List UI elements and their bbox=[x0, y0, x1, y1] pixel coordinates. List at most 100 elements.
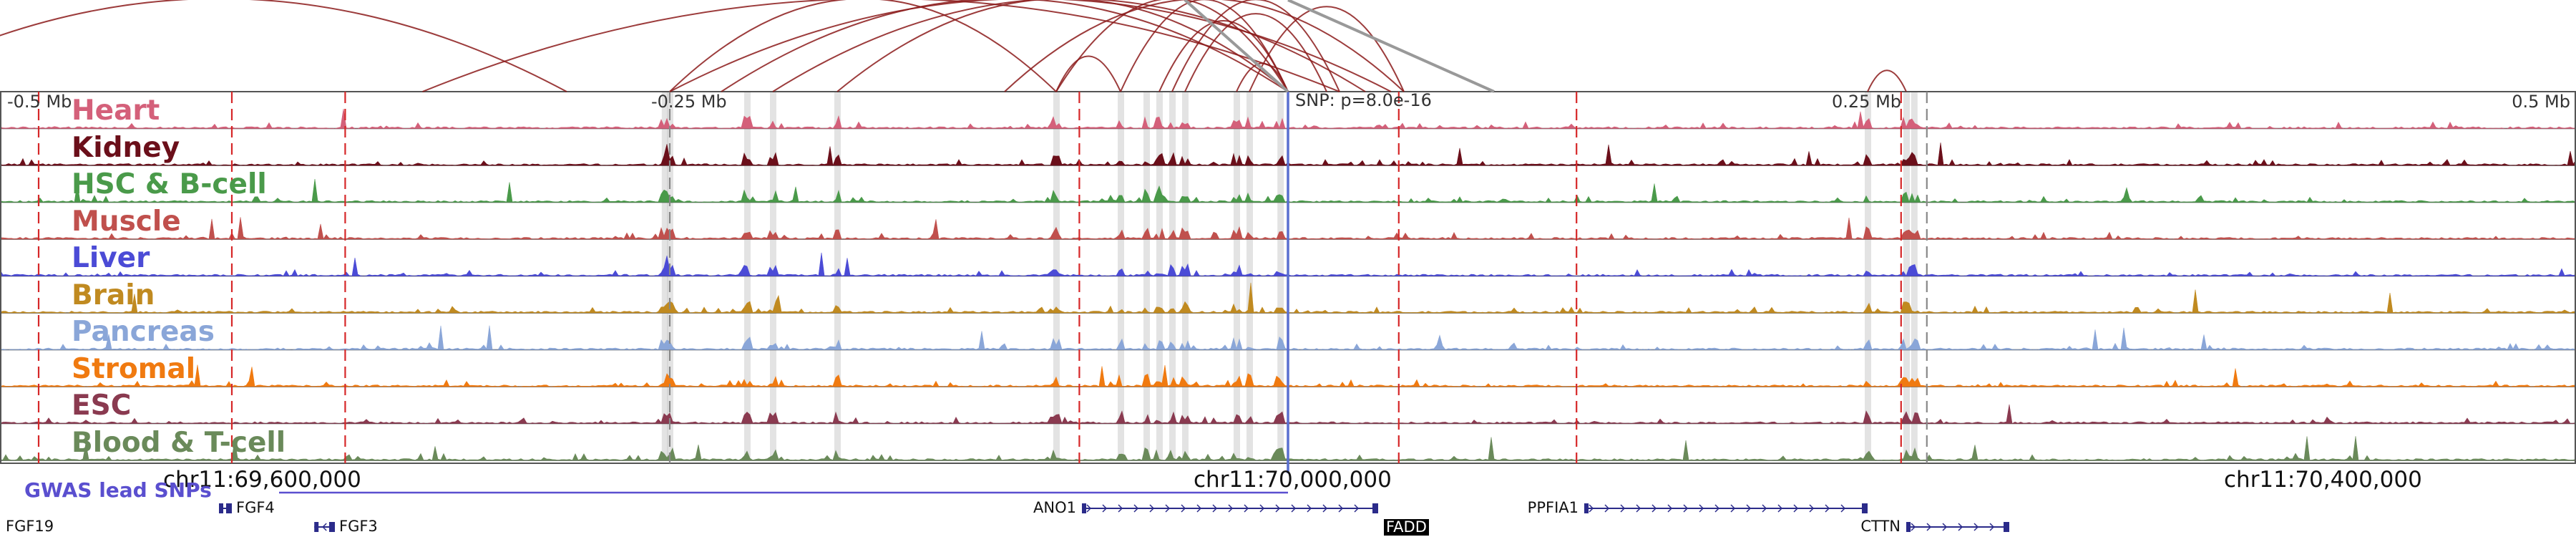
axis-tick-label: 0.25 Mb bbox=[1832, 92, 1902, 112]
strand-arrow bbox=[1354, 504, 1360, 513]
axis-tick-label: 0.5 Mb bbox=[2512, 92, 2570, 112]
track-label: Brain bbox=[72, 279, 155, 311]
gene-exon bbox=[1906, 522, 1911, 532]
strand-arrow bbox=[1730, 504, 1736, 513]
strand-arrow bbox=[1809, 504, 1815, 513]
loop-arc bbox=[1236, 62, 1289, 92]
strand-arrow bbox=[1086, 504, 1092, 513]
gene-label: CTTN bbox=[1860, 518, 1901, 535]
strand-arrow bbox=[1165, 504, 1171, 513]
signal-pancreas bbox=[0, 325, 2576, 350]
loop-arc bbox=[1055, 0, 1289, 92]
axis-tick-label: -0.5 Mb bbox=[7, 92, 72, 112]
track-label: ESC bbox=[72, 390, 132, 422]
coordinate-label: chr11:70,000,000 bbox=[1194, 467, 1392, 493]
gene-label: FGF3 bbox=[339, 518, 378, 535]
strand-arrow bbox=[1322, 504, 1328, 513]
track-label: Heart bbox=[72, 95, 160, 127]
gene-exon bbox=[1584, 503, 1589, 513]
gene-exon bbox=[226, 503, 232, 513]
gene-label: FADD bbox=[1384, 519, 1429, 536]
gwas-track-label: GWAS lead SNPs bbox=[24, 478, 212, 502]
loop-arc bbox=[1004, 0, 1405, 92]
loop-arc bbox=[669, 0, 1057, 92]
signal-stromal bbox=[0, 364, 2576, 387]
loop-arc bbox=[1171, 0, 1340, 92]
track-label: Pancreas bbox=[72, 316, 215, 348]
strand-arrow bbox=[1102, 504, 1108, 513]
track-label: Liver bbox=[72, 242, 150, 274]
track-label: HSC & B-cell bbox=[72, 168, 267, 200]
loop-arc bbox=[669, 0, 1392, 92]
signal-blood-t-cell bbox=[0, 436, 2576, 461]
signal-hsc-b-cell bbox=[0, 179, 2576, 203]
strand-arrow bbox=[1604, 504, 1610, 513]
gene-exon bbox=[2004, 522, 2009, 532]
strand-arrow bbox=[1118, 504, 1123, 513]
track-label: Stromal bbox=[72, 352, 196, 385]
coordinate-label: chr11:69,600,000 bbox=[163, 467, 361, 493]
signal-liver bbox=[0, 252, 2576, 276]
gene-label: ANO1 bbox=[1033, 499, 1076, 516]
strand-arrow bbox=[1974, 523, 1979, 531]
strand-arrow bbox=[1840, 504, 1846, 513]
strand-arrow bbox=[1244, 504, 1249, 513]
snp-arc bbox=[1287, 0, 1495, 93]
strand-arrow bbox=[1181, 504, 1186, 513]
strand-arrow bbox=[1942, 523, 1948, 531]
strand-arrow bbox=[1667, 504, 1673, 513]
gene-label: FGF19 bbox=[6, 518, 54, 535]
strand-arrow bbox=[1746, 504, 1752, 513]
signal-muscle bbox=[0, 217, 2576, 240]
strand-arrow bbox=[1589, 504, 1594, 513]
gene-label: PPFIA1 bbox=[1527, 499, 1579, 516]
signal-brain bbox=[0, 282, 2576, 314]
loop-arc bbox=[1055, 55, 1121, 92]
strand-arrow bbox=[1291, 504, 1297, 513]
axis-tick-label: -0.25 Mb bbox=[651, 92, 727, 112]
signal-heart bbox=[0, 109, 2576, 129]
strand-arrow bbox=[1714, 504, 1720, 513]
track-label: Kidney bbox=[72, 131, 180, 164]
gene-label: FGF4 bbox=[236, 499, 275, 516]
loop-arc bbox=[0, 0, 567, 92]
strand-arrow bbox=[1926, 523, 1932, 531]
loop-arc bbox=[772, 0, 1366, 92]
strand-arrow bbox=[1228, 504, 1234, 513]
strand-arrow bbox=[1683, 504, 1689, 513]
gene-exon bbox=[219, 503, 223, 513]
loop-arc bbox=[721, 0, 1289, 92]
loop-arc bbox=[1120, 0, 1289, 92]
track-label: Muscle bbox=[72, 205, 181, 238]
gene-exon bbox=[1082, 503, 1086, 513]
strand-arrow bbox=[322, 523, 327, 531]
strand-arrow bbox=[1699, 504, 1704, 513]
loop-arc bbox=[1867, 69, 1907, 92]
strand-arrow bbox=[1275, 504, 1281, 513]
snp-pvalue-label: SNP: p=8.0e-16 bbox=[1295, 90, 1432, 110]
loop-arc bbox=[1158, 20, 1289, 92]
strand-arrow bbox=[1149, 504, 1155, 513]
loop-arc bbox=[1184, 13, 1327, 92]
strand-arrow bbox=[1762, 504, 1767, 513]
strand-arrow bbox=[1793, 504, 1799, 513]
strand-arrow bbox=[1620, 504, 1626, 513]
signal-esc bbox=[0, 404, 2576, 425]
gene-exon bbox=[329, 522, 335, 532]
strand-arrow bbox=[1307, 504, 1312, 513]
loop-arc bbox=[836, 0, 1289, 92]
strand-arrow bbox=[1636, 504, 1641, 513]
coordinate-label: chr11:70,400,000 bbox=[2224, 467, 2422, 493]
strand-arrow bbox=[1958, 523, 1963, 531]
strand-arrow bbox=[1652, 504, 1657, 513]
strand-arrow bbox=[1212, 504, 1218, 513]
gene-exon bbox=[314, 522, 319, 532]
strand-arrow bbox=[1825, 504, 1830, 513]
strand-arrow bbox=[1133, 504, 1139, 513]
strand-arrow bbox=[1259, 504, 1265, 513]
strand-arrow bbox=[1911, 523, 1916, 531]
strand-arrow bbox=[1777, 504, 1783, 513]
snp-arc bbox=[1184, 0, 1289, 93]
